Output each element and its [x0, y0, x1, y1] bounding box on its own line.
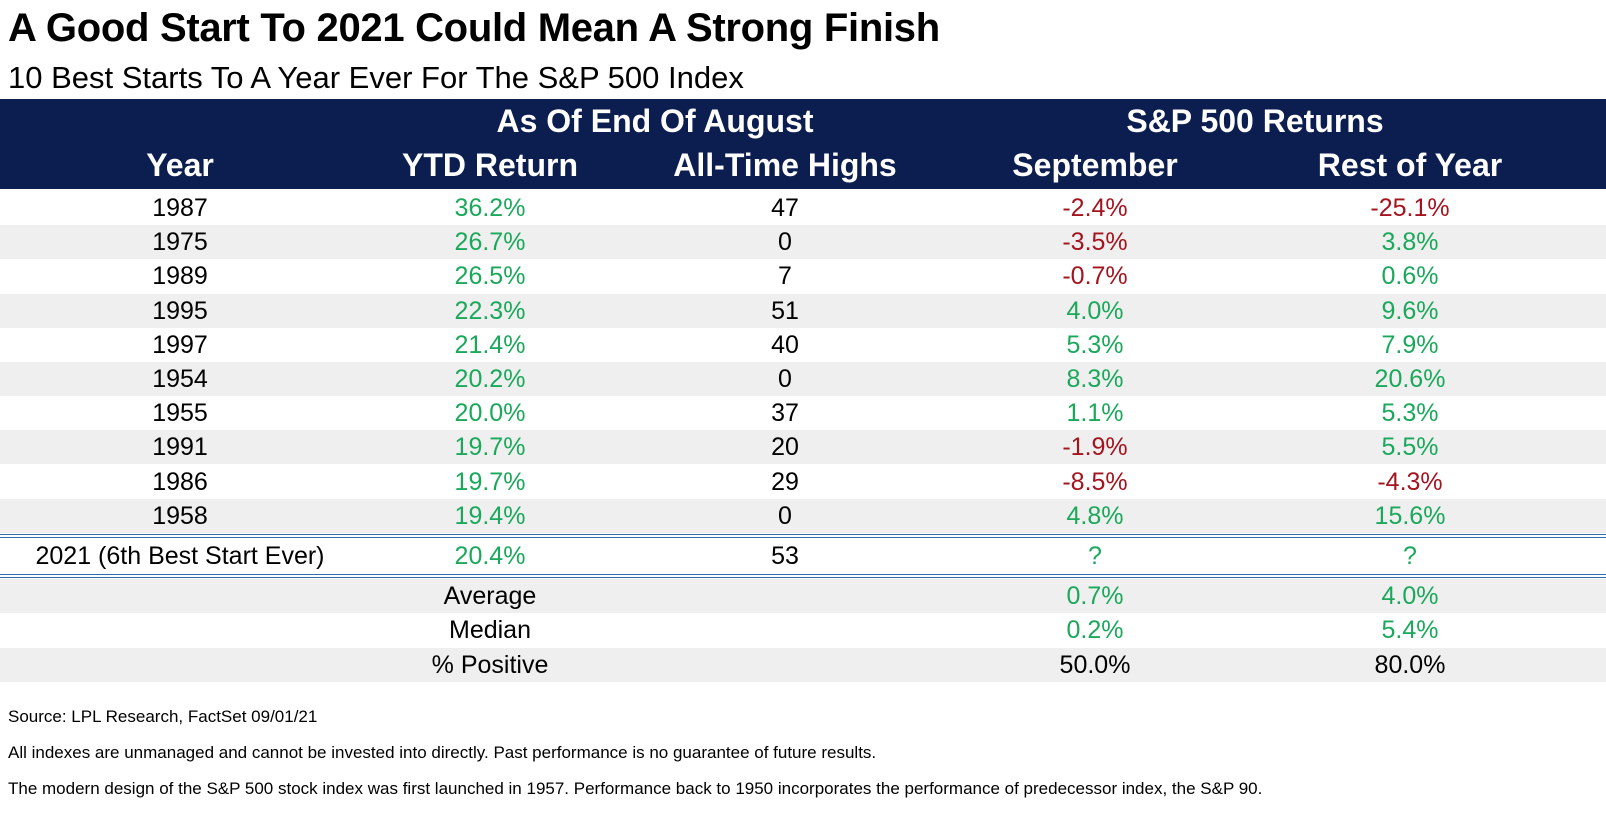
cell-ytd-return: % Positive — [431, 650, 549, 679]
cell-rest-of-year: 5.5% — [1381, 433, 1439, 462]
cell-all-time-highs: 37 — [771, 399, 799, 428]
cell-rest-of-year: 5.4% — [1381, 616, 1439, 645]
cell-year: 1955 — [152, 399, 208, 428]
cell-year: 1986 — [152, 467, 208, 496]
cell-all-time-highs: 0 — [778, 501, 792, 530]
summary-row: Average 0.7% 4.0% — [0, 579, 1606, 614]
cell-september: -1.9% — [1062, 433, 1128, 462]
cell-september: 0.2% — [1066, 616, 1124, 645]
cell-september: 4.8% — [1066, 501, 1124, 530]
table-row: 1987 36.2% 47 -2.4% -25.1% — [0, 191, 1606, 225]
col-header-ytd-return: YTD Return — [402, 147, 578, 183]
cell-rest-of-year: 3.8% — [1381, 228, 1439, 257]
chart-subtitle: 10 Best Starts To A Year Ever For The S&… — [8, 60, 744, 95]
cell-september: -3.5% — [1062, 228, 1128, 257]
table-row: 1958 19.4% 0 4.8% 15.6% — [0, 498, 1606, 533]
cell-september: 50.0% — [1059, 650, 1131, 679]
separator-line — [0, 574, 1606, 576]
cell-year: 1997 — [152, 330, 208, 359]
cell-rest-of-year: -4.3% — [1377, 467, 1443, 496]
cell-rest-of-year: 20.6% — [1374, 365, 1446, 393]
cell-ytd-return: 19.7% — [454, 433, 526, 462]
cell-all-time-highs: 29 — [771, 467, 799, 496]
cell-year: 1991 — [152, 433, 208, 462]
cell-ytd-return: 20.0% — [454, 399, 526, 428]
footnote-disclaimer: All indexes are unmanaged and cannot be … — [8, 743, 877, 762]
col-header-all-time-highs: All-Time Highs — [673, 147, 897, 183]
footnote-source: Source: LPL Research, FactSet 09/01/21 — [8, 707, 318, 726]
cell-september: ? — [1088, 542, 1102, 570]
cell-rest-of-year: 0.6% — [1381, 262, 1439, 291]
cell-september: -2.4% — [1062, 194, 1128, 222]
cell-ytd-return: Average — [443, 582, 537, 611]
cell-year: 1975 — [152, 228, 208, 257]
cell-rest-of-year: 4.0% — [1381, 582, 1439, 611]
cell-all-time-highs: 20 — [771, 433, 799, 462]
cell-year: 2021 (6th Best Start Ever) — [35, 542, 325, 570]
header-group-sp500-returns: S&P 500 Returns — [1126, 103, 1384, 139]
header-group-as-of-august: As Of End Of August — [496, 103, 814, 139]
cell-ytd-return: 22.3% — [454, 296, 526, 325]
cell-september: -0.7% — [1062, 262, 1128, 291]
table-row: 1995 22.3% 51 4.0% 9.6% — [0, 293, 1606, 328]
table-row: 1986 19.7% 29 -8.5% -4.3% — [0, 465, 1606, 499]
cell-rest-of-year: 9.6% — [1381, 296, 1439, 325]
summary-row: Median 0.2% 5.4% — [0, 613, 1606, 647]
table-row: 1991 19.7% 20 -1.9% 5.5% — [0, 430, 1606, 465]
cell-ytd-return: 20.4% — [454, 542, 526, 570]
separator-line — [0, 577, 1606, 579]
cell-ytd-return: 20.2% — [454, 365, 526, 393]
cell-rest-of-year: -25.1% — [1370, 194, 1450, 222]
cell-all-time-highs: 53 — [771, 542, 799, 570]
cell-september: 0.7% — [1066, 582, 1124, 611]
cell-ytd-return: 19.7% — [454, 467, 526, 496]
cell-year: 1995 — [152, 296, 208, 325]
cell-all-time-highs: 7 — [778, 262, 792, 291]
footnote-index-history: The modern design of the S&P 500 stock i… — [8, 779, 1263, 798]
cell-ytd-return: 26.5% — [454, 262, 526, 291]
cell-year: 1954 — [152, 365, 208, 393]
cell-ytd-return: Median — [449, 616, 531, 645]
cell-all-time-highs: 0 — [778, 365, 792, 393]
summary-row: % Positive 50.0% 80.0% — [0, 647, 1606, 682]
cell-rest-of-year: 80.0% — [1374, 650, 1446, 679]
cell-ytd-return: 26.7% — [454, 228, 526, 257]
cell-rest-of-year: 5.3% — [1381, 399, 1439, 428]
cell-all-time-highs: 51 — [771, 296, 799, 325]
table-row: 1955 20.0% 37 1.1% 5.3% — [0, 396, 1606, 430]
col-header-year: Year — [146, 147, 214, 183]
table-row: 1954 20.2% 0 8.3% 20.6% — [0, 362, 1606, 396]
table-header: As Of End Of August S&P 500 Returns Year… — [0, 99, 1606, 189]
col-header-september: September — [1012, 147, 1178, 183]
table-row: 1975 26.7% 0 -3.5% 3.8% — [0, 225, 1606, 260]
separator-line — [0, 537, 1606, 538]
cell-year: 1958 — [152, 501, 208, 530]
table-row: 1989 26.5% 7 -0.7% 0.6% — [0, 259, 1606, 293]
chart-title: A Good Start To 2021 Could Mean A Strong… — [8, 6, 940, 50]
cell-year: 1987 — [152, 194, 208, 222]
separator-line — [0, 534, 1606, 535]
cell-rest-of-year: 15.6% — [1374, 501, 1446, 530]
cell-september: 4.0% — [1066, 296, 1124, 325]
cell-all-time-highs: 0 — [778, 228, 792, 257]
cell-all-time-highs: 40 — [771, 330, 799, 359]
current-year-row: 2021 (6th Best Start Ever) 20.4% 53?? — [0, 539, 1606, 573]
cell-september: 5.3% — [1066, 330, 1124, 359]
cell-september: 1.1% — [1066, 399, 1124, 428]
cell-all-time-highs: 47 — [771, 194, 799, 222]
cell-rest-of-year: ? — [1403, 542, 1417, 570]
cell-rest-of-year: 7.9% — [1381, 330, 1439, 359]
cell-september: -8.5% — [1062, 467, 1128, 496]
cell-ytd-return: 19.4% — [454, 501, 526, 530]
table-row: 1997 21.4% 40 5.3% 7.9% — [0, 328, 1606, 362]
cell-september: 8.3% — [1066, 365, 1124, 393]
cell-year: 1989 — [152, 262, 208, 291]
cell-ytd-return: 36.2% — [454, 194, 526, 222]
cell-ytd-return: 21.4% — [454, 330, 526, 359]
col-header-rest-of-year: Rest of Year — [1317, 147, 1503, 183]
